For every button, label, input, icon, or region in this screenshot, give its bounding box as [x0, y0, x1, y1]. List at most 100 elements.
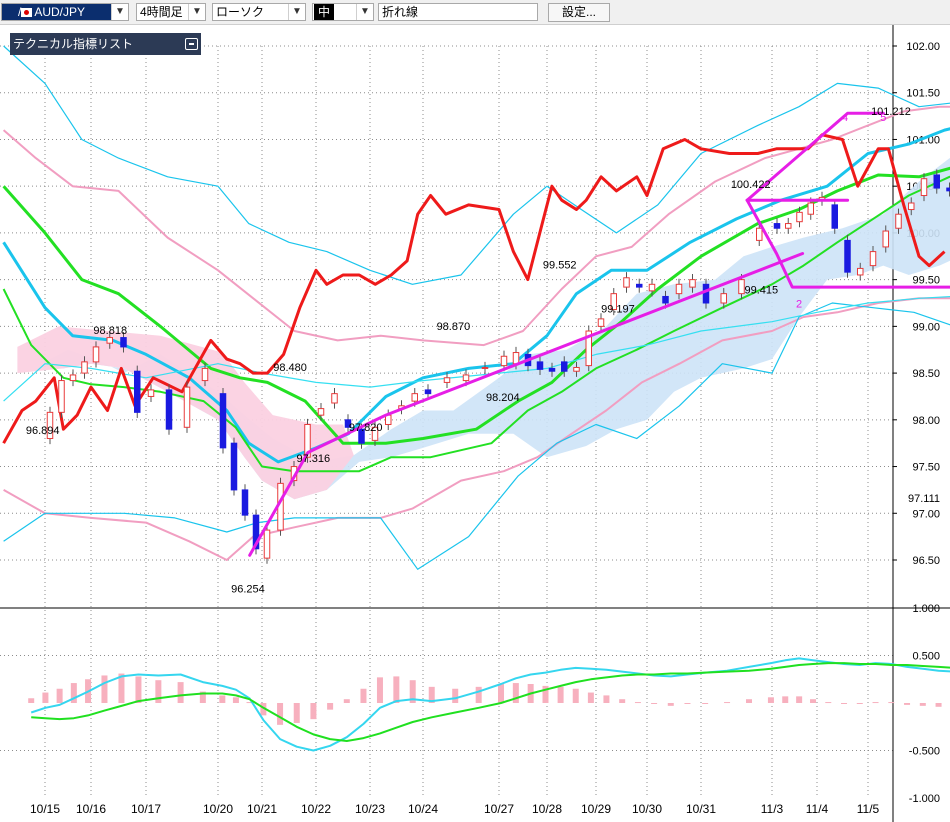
line-size-select[interactable]: 中 ▼ — [312, 3, 374, 21]
macd-histogram-bar — [841, 703, 848, 704]
wave-label: 5 — [880, 112, 886, 124]
bullish-candle — [500, 355, 508, 367]
minimize-icon[interactable] — [185, 38, 198, 50]
bearish-candle — [230, 442, 238, 491]
macd-histogram-bar — [277, 703, 284, 725]
macd-histogram-bar — [904, 703, 911, 705]
macd-histogram-bar — [42, 692, 49, 703]
macd-histogram-bar — [409, 680, 416, 703]
bullish-candle — [263, 529, 271, 559]
date-tick-label: 10/22 — [301, 802, 331, 816]
indicator-list-panel[interactable]: テクニカル指標リスト — [10, 33, 201, 55]
trendline — [745, 111, 885, 202]
bearish-candle — [241, 489, 249, 516]
macd-histogram-bar — [572, 688, 579, 703]
macd-histogram-bar — [919, 703, 926, 706]
wave-label: 2 — [796, 299, 802, 311]
line-size-label: 中 — [314, 4, 335, 20]
price-label: 100.422 — [731, 179, 771, 191]
bearish-candle — [662, 295, 669, 304]
price-tick-label: 98.00 — [912, 415, 940, 427]
bearish-candle — [844, 239, 851, 273]
macd-tick-label: 0.500 — [912, 651, 940, 663]
trendline — [248, 252, 805, 557]
bearish-candle — [165, 389, 173, 430]
moving-average-line — [2, 127, 950, 464]
bearish-candle — [252, 514, 260, 550]
price-label: 98.204 — [486, 392, 520, 404]
chevron-down-icon[interactable]: ▼ — [356, 4, 373, 20]
bullish-candle — [623, 277, 630, 288]
bullish-candle — [675, 283, 683, 295]
macd-tick-label: -0.500 — [909, 746, 940, 758]
macd-histogram-bar — [767, 697, 774, 703]
chart-style-label: ローソク — [216, 5, 265, 19]
ichimoku-cloud — [45, 158, 950, 500]
toolbar: / AUD/JPY ▼ 4時間足 ▼ ローソク ▼ 中 ▼ 折れ線 設定... — [0, 0, 950, 25]
bollinger-upper-3 — [3, 45, 950, 285]
macd-histogram-bar — [376, 677, 383, 703]
chevron-down-icon[interactable]: ▼ — [111, 4, 128, 20]
bullish-candle — [882, 230, 889, 248]
jp-flag-icon — [21, 8, 33, 17]
macd-histogram-bar — [702, 703, 709, 704]
price-chart[interactable]: 102.00101.50101.00100.50100.0099.5099.00… — [0, 25, 950, 822]
macd-histogram-bar — [475, 686, 482, 703]
macd-histogram-bar — [935, 703, 942, 707]
bullish-candle — [58, 380, 65, 413]
date-tick-label: 10/27 — [484, 802, 514, 816]
macd-histogram-bar — [603, 695, 610, 703]
macd-histogram-bar — [587, 692, 594, 703]
au-flag-icon — [5, 8, 16, 17]
bullish-candle — [720, 293, 727, 304]
macd-line — [30, 657, 950, 752]
price-tick-label: 101.00 — [906, 134, 940, 146]
date-tick-label: 10/15 — [30, 802, 60, 816]
date-tick-label: 10/31 — [686, 802, 716, 816]
macd-histogram-bar — [101, 675, 108, 703]
bullish-candle — [92, 346, 100, 363]
price-tick-label: 99.50 — [912, 275, 940, 287]
macd-histogram-bar — [293, 703, 300, 723]
drawing-tool-label: 折れ線 — [382, 5, 419, 19]
bullish-candle — [857, 267, 864, 276]
bollinger-lower-1 — [3, 297, 950, 561]
bollinger-upper-2 — [2, 105, 950, 347]
bullish-candle — [895, 213, 902, 229]
bullish-candle — [689, 279, 696, 288]
macd-tick-label: -1.000 — [909, 793, 940, 805]
settings-button[interactable]: 設定... — [548, 3, 610, 22]
bullish-candle — [807, 202, 814, 215]
wave-label: 4 — [842, 112, 848, 124]
bullish-candle — [411, 393, 418, 402]
chevron-down-icon[interactable]: ▼ — [188, 4, 205, 20]
price-tick-label: 97.00 — [912, 508, 940, 520]
bullish-candle — [585, 330, 592, 367]
date-tick-label: 11/5 — [857, 802, 880, 816]
price-label: 98.818 — [93, 325, 127, 337]
trendline — [745, 198, 950, 289]
macd-tick-label: 1.000 — [912, 603, 940, 615]
drawing-tool-field[interactable]: 折れ線 — [378, 3, 538, 21]
macd-histogram-bar — [155, 680, 162, 703]
macd-histogram-bar — [724, 702, 731, 704]
macd-histogram-bar — [684, 703, 691, 704]
bullish-candle — [106, 337, 113, 344]
bullish-candle — [481, 366, 489, 369]
bullish-candle — [756, 227, 763, 241]
bullish-candle — [597, 318, 605, 327]
macd-histogram-bar — [118, 673, 125, 703]
macd-histogram-bar — [360, 688, 367, 703]
macd-histogram-bar — [542, 685, 549, 703]
timeframe-select[interactable]: 4時間足 ▼ — [136, 3, 206, 21]
price-label: 99.415 — [745, 285, 779, 297]
chart-style-select[interactable]: ローソク ▼ — [212, 3, 306, 21]
chevron-down-icon[interactable]: ▼ — [288, 4, 305, 20]
price-label: 97.820 — [349, 422, 383, 434]
symbol-select[interactable]: / AUD/JPY ▼ — [1, 3, 129, 21]
symbol-label: AUD/JPY — [34, 5, 86, 19]
price-label: 101.212 — [871, 106, 911, 118]
bullish-candle — [462, 374, 470, 382]
macd-histogram-bar — [856, 703, 863, 704]
macd-histogram-bar — [56, 688, 63, 703]
